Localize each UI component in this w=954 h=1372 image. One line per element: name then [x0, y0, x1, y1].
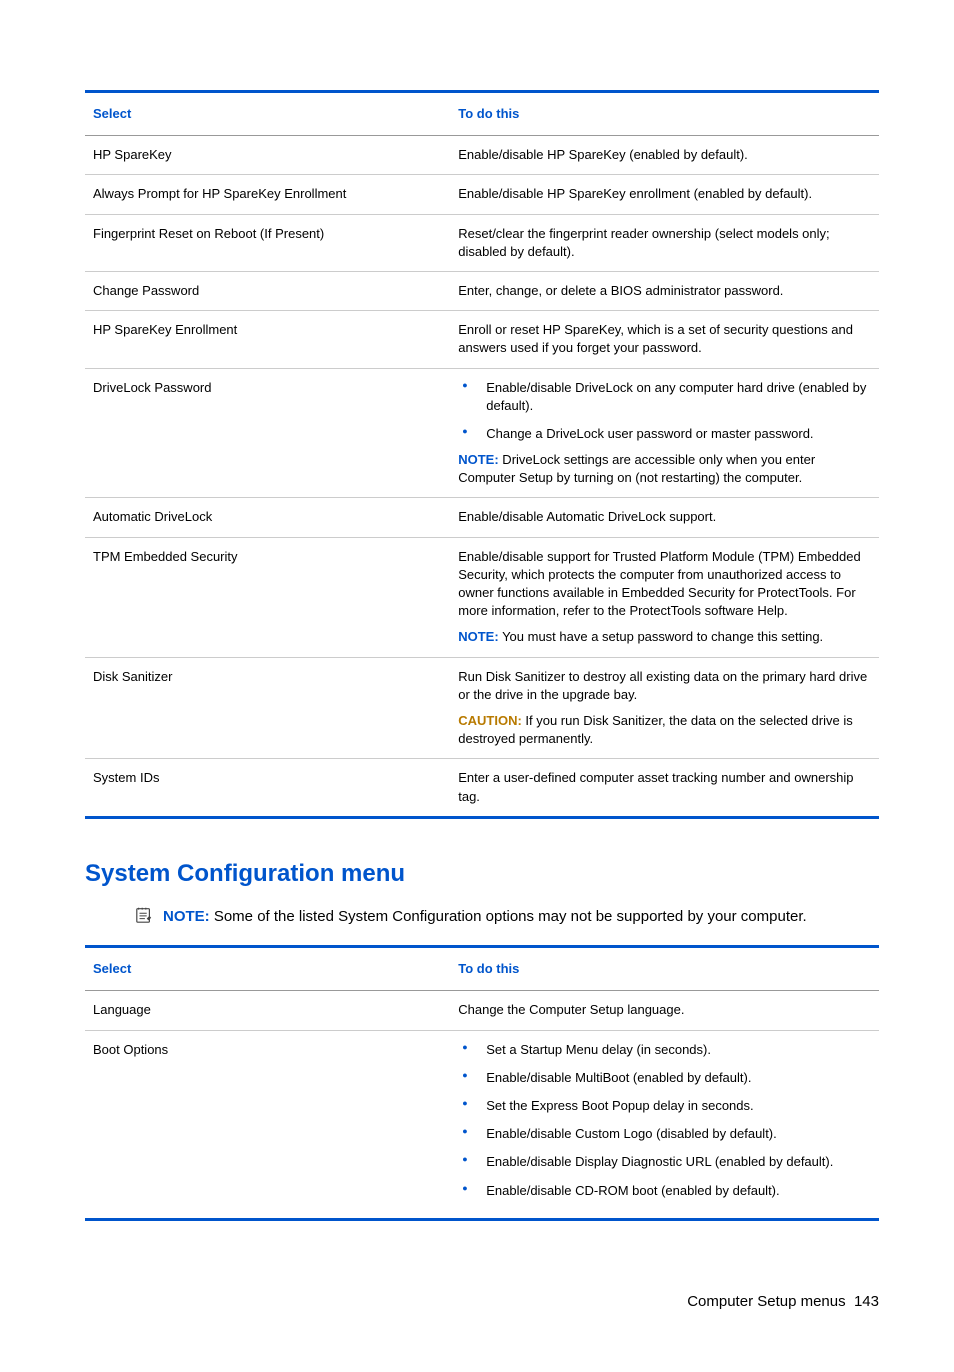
- table-row: System IDs Enter a user-defined computer…: [85, 759, 879, 817]
- cell-desc: Enroll or reset HP SpareKey, which is a …: [450, 311, 879, 368]
- cell-desc: Enable/disable Automatic DriveLock suppo…: [450, 498, 879, 537]
- page-number: 143: [854, 1293, 879, 1310]
- note-label: NOTE:: [458, 452, 498, 467]
- col-header-select: Select: [85, 947, 450, 991]
- cell-select: Always Prompt for HP SpareKey Enrollment: [85, 175, 450, 214]
- cell-desc: Enter a user-defined computer asset trac…: [450, 759, 879, 817]
- cell-desc: Change the Computer Setup language.: [450, 991, 879, 1030]
- note-label: NOTE:: [163, 908, 210, 925]
- col-header-todo: To do this: [450, 947, 879, 991]
- table-header-row: Select To do this: [85, 947, 879, 991]
- cell-select: Automatic DriveLock: [85, 498, 450, 537]
- cell-select: DriveLock Password: [85, 368, 450, 498]
- table-row: DriveLock Password Enable/disable DriveL…: [85, 368, 879, 498]
- page-footer: Computer Setup menus 143: [85, 1291, 879, 1312]
- cell-select: Disk Sanitizer: [85, 657, 450, 759]
- table-header-row: Select To do this: [85, 92, 879, 136]
- cell-desc: Enable/disable support for Trusted Platf…: [450, 537, 879, 657]
- note-text: DriveLock settings are accessible only w…: [458, 452, 815, 485]
- cell-desc: Enable/disable DriveLock on any computer…: [450, 368, 879, 498]
- list-item: Enable/disable MultiBoot (enabled by def…: [458, 1069, 871, 1087]
- cell-select: TPM Embedded Security: [85, 537, 450, 657]
- table-row: Change Password Enter, change, or delete…: [85, 271, 879, 310]
- caution-label: CAUTION:: [458, 713, 522, 728]
- cell-select: HP SpareKey Enrollment: [85, 311, 450, 368]
- list-item: Enable/disable Display Diagnostic URL (e…: [458, 1153, 871, 1171]
- cell-desc: Enable/disable HP SpareKey enrollment (e…: [450, 175, 879, 214]
- cell-desc: Run Disk Sanitizer to destroy all existi…: [450, 657, 879, 759]
- note-paragraph: NOTE: DriveLock settings are accessible …: [458, 451, 871, 487]
- table-row: TPM Embedded Security Enable/disable sup…: [85, 537, 879, 657]
- note-paragraph: NOTE: You must have a setup password to …: [458, 628, 871, 646]
- bullet-list: Set a Startup Menu delay (in seconds). E…: [458, 1041, 871, 1200]
- table-row: Automatic DriveLock Enable/disable Autom…: [85, 498, 879, 537]
- col-header-select: Select: [85, 92, 450, 136]
- table-row: Language Change the Computer Setup langu…: [85, 991, 879, 1030]
- cell-select: Fingerprint Reset on Reboot (If Present): [85, 214, 450, 271]
- note-label: NOTE:: [458, 629, 498, 644]
- table-row: Always Prompt for HP SpareKey Enrollment…: [85, 175, 879, 214]
- list-item: Change a DriveLock user password or mast…: [458, 425, 871, 443]
- table-row: Disk Sanitizer Run Disk Sanitizer to des…: [85, 657, 879, 759]
- desc-text: Enable/disable support for Trusted Platf…: [458, 548, 871, 621]
- cell-select: Boot Options: [85, 1030, 450, 1219]
- cell-desc: Reset/clear the fingerprint reader owner…: [450, 214, 879, 271]
- col-header-todo: To do this: [450, 92, 879, 136]
- table-row: Boot Options Set a Startup Menu delay (i…: [85, 1030, 879, 1219]
- note-icon: [135, 906, 153, 924]
- cell-desc: Enable/disable HP SpareKey (enabled by d…: [450, 136, 879, 175]
- list-item: Enable/disable CD-ROM boot (enabled by d…: [458, 1182, 871, 1200]
- section-note-text-wrap: NOTE: Some of the listed System Configur…: [163, 906, 807, 927]
- bullet-list: Enable/disable DriveLock on any computer…: [458, 379, 871, 444]
- note-text: You must have a setup password to change…: [499, 629, 824, 644]
- note-text: Some of the listed System Configuration …: [210, 908, 807, 925]
- desc-text: Run Disk Sanitizer to destroy all existi…: [458, 668, 871, 704]
- table-row: Fingerprint Reset on Reboot (If Present)…: [85, 214, 879, 271]
- list-item: Set a Startup Menu delay (in seconds).: [458, 1041, 871, 1059]
- cell-select: HP SpareKey: [85, 136, 450, 175]
- section-heading: System Configuration menu: [85, 857, 879, 891]
- table-row: HP SpareKey Enable/disable HP SpareKey (…: [85, 136, 879, 175]
- cell-select: Language: [85, 991, 450, 1030]
- section-note-block: NOTE: Some of the listed System Configur…: [135, 906, 879, 927]
- caution-paragraph: CAUTION: If you run Disk Sanitizer, the …: [458, 712, 871, 748]
- list-item: Enable/disable Custom Logo (disabled by …: [458, 1125, 871, 1143]
- list-item: Enable/disable DriveLock on any computer…: [458, 379, 871, 415]
- cell-desc: Set a Startup Menu delay (in seconds). E…: [450, 1030, 879, 1219]
- system-config-table: Select To do this Language Change the Co…: [85, 945, 879, 1221]
- table-row: HP SpareKey Enrollment Enroll or reset H…: [85, 311, 879, 368]
- security-menu-table: Select To do this HP SpareKey Enable/dis…: [85, 90, 879, 819]
- cell-desc: Enter, change, or delete a BIOS administ…: [450, 271, 879, 310]
- cell-select: Change Password: [85, 271, 450, 310]
- list-item: Set the Express Boot Popup delay in seco…: [458, 1097, 871, 1115]
- footer-text: Computer Setup menus: [687, 1293, 845, 1310]
- cell-select: System IDs: [85, 759, 450, 817]
